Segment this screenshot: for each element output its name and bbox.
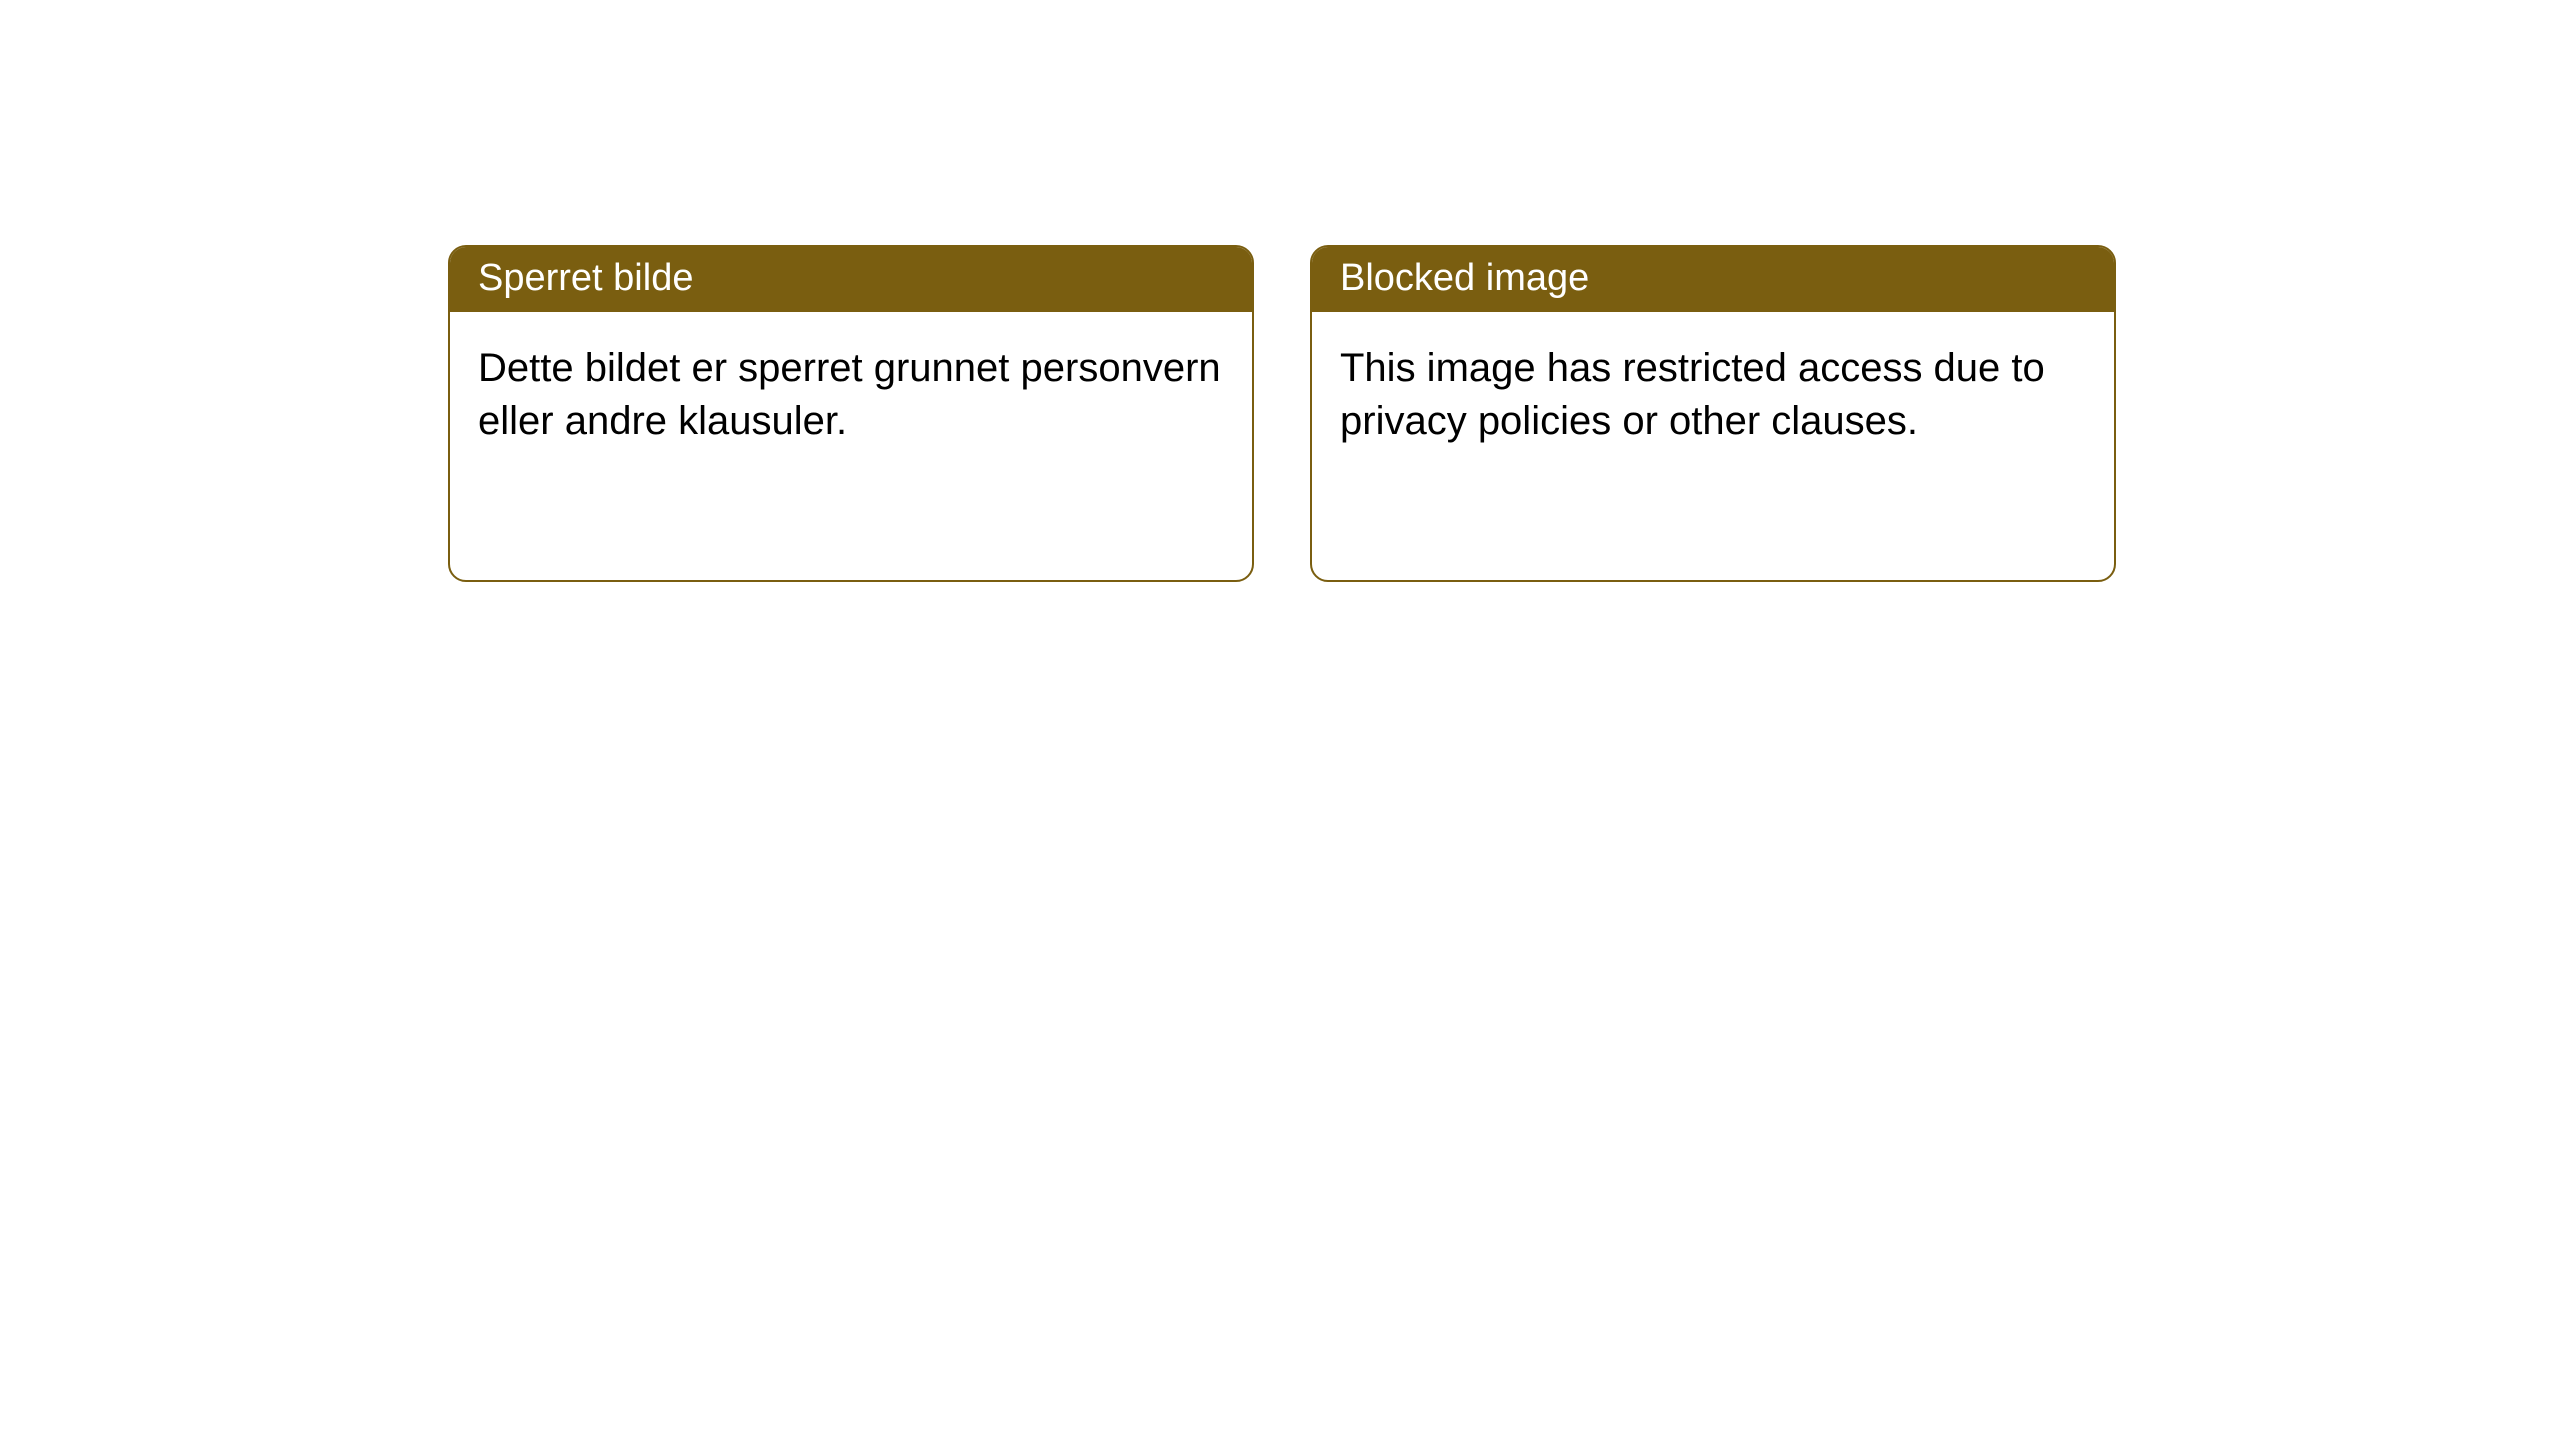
notice-card-body: This image has restricted access due to … [1312, 312, 2114, 478]
notice-card-en: Blocked image This image has restricted … [1310, 245, 2116, 582]
notice-card-title: Blocked image [1340, 257, 1589, 299]
notice-card-body: Dette bildet er sperret grunnet personve… [450, 312, 1252, 478]
notice-card-header: Sperret bilde [450, 247, 1252, 312]
notice-card-text: This image has restricted access due to … [1340, 346, 2045, 443]
notice-card-text: Dette bildet er sperret grunnet personve… [478, 346, 1221, 443]
notice-cards-container: Sperret bilde Dette bildet er sperret gr… [448, 245, 2116, 582]
notice-card-no: Sperret bilde Dette bildet er sperret gr… [448, 245, 1254, 582]
notice-card-title: Sperret bilde [478, 257, 693, 299]
notice-card-header: Blocked image [1312, 247, 2114, 312]
